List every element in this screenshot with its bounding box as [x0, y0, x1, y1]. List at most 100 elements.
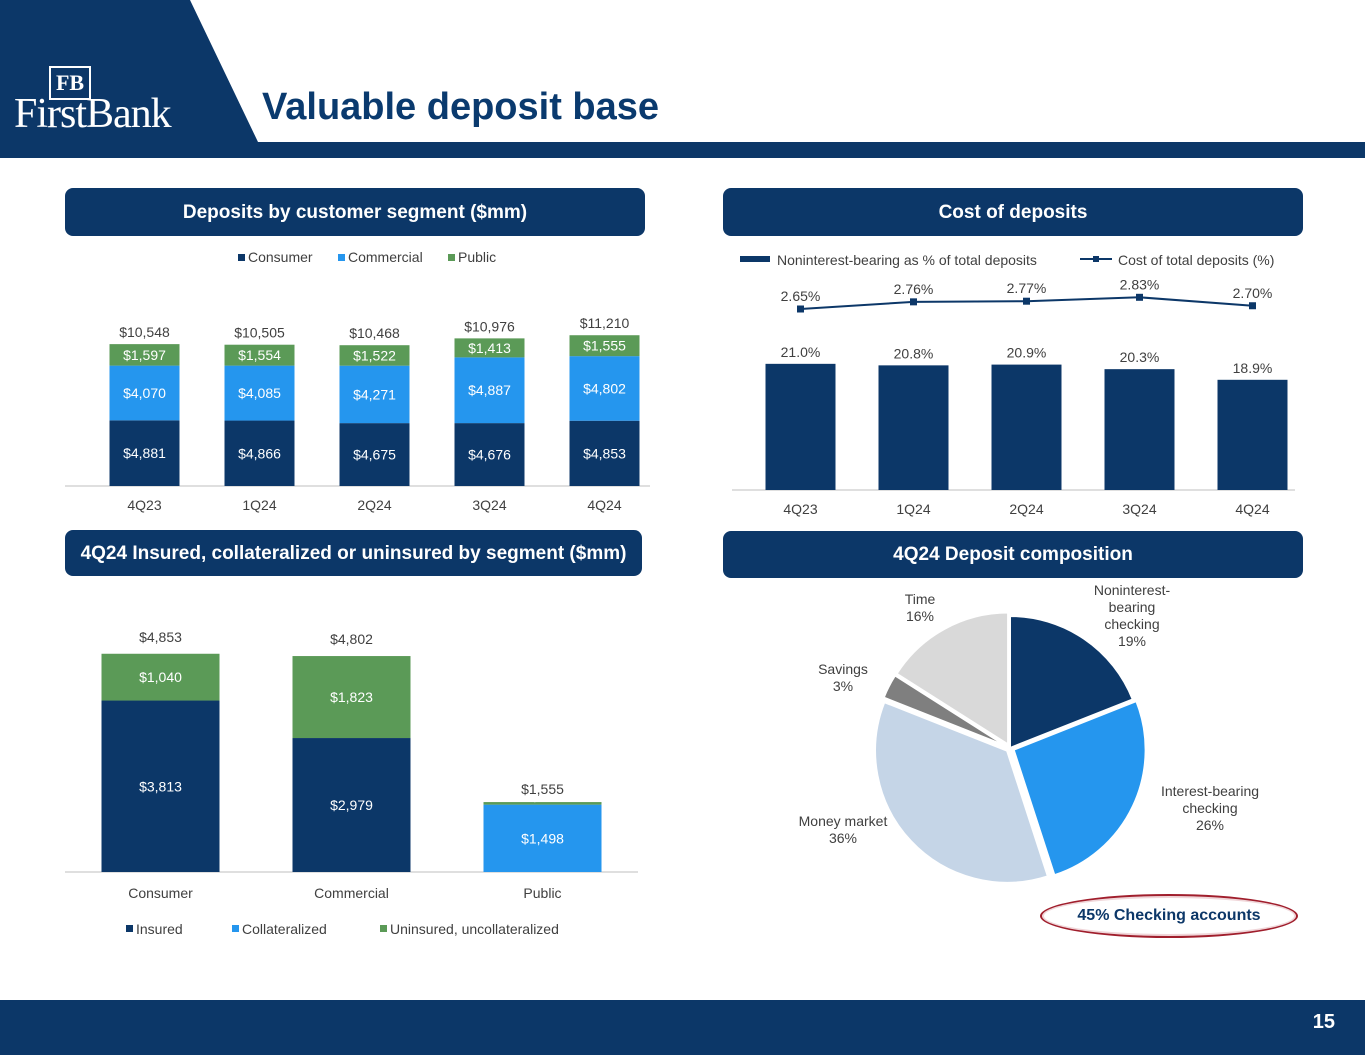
bar-collateralized-public — [483, 804, 602, 872]
pie-label-savings-1: 3% — [833, 678, 853, 694]
total-label-1Q24: $10,505 — [234, 325, 285, 341]
legend-swatch-consumer — [238, 254, 245, 261]
page-number: 15 — [1312, 1011, 1335, 1033]
data-label-insured-consumer: $3,813 — [139, 778, 182, 794]
cost-marker-4Q23 — [797, 305, 804, 313]
legend-swatch-commercial — [338, 254, 345, 261]
pie-label-money-market-0: Money market — [799, 813, 888, 829]
x-tick-consumer: Consumer — [128, 885, 193, 901]
legend-label-public: Public — [458, 249, 496, 265]
section-header-segment: Deposits by customer segment ($mm) — [65, 188, 645, 236]
bar-uninsured-consumer — [101, 653, 220, 701]
data-label-consumer-4Q24: $4,853 — [583, 445, 626, 461]
total-label-commercial: $4,802 — [330, 631, 373, 647]
pie-label-interest-bearing-checking-2: 26% — [1196, 817, 1224, 833]
bar-consumer-4Q24 — [569, 420, 640, 486]
section-header-cost: Cost of deposits — [723, 188, 1303, 236]
page-title: Valuable deposit base — [262, 86, 660, 128]
data-label-uninsured-public: $57 — [531, 788, 555, 804]
data-label-public-4Q24: $1,555 — [583, 338, 626, 354]
legend-label-consumer: Consumer — [248, 249, 313, 265]
footer-band — [0, 1000, 1365, 1055]
logo-mark: FB — [49, 66, 91, 100]
legend-swatch-collateralized — [232, 925, 239, 932]
x-tick-4Q23: 4Q23 — [127, 497, 161, 513]
bar-noninterest-4Q23 — [765, 363, 836, 490]
x-tick-2Q24: 2Q24 — [1009, 501, 1043, 517]
legend-swatch-insured — [126, 925, 133, 932]
data-label-public-3Q24: $1,413 — [468, 340, 511, 356]
bar-commercial-2Q24 — [339, 365, 410, 424]
bar-public-4Q24 — [569, 335, 640, 357]
pie-label-time-1: 16% — [906, 608, 934, 624]
cost-label-3Q24: 2.83% — [1120, 276, 1160, 292]
pie-label-noninterest-bearing-checking-0: Noninterest- — [1094, 582, 1171, 598]
data-label-consumer-2Q24: $4,675 — [353, 447, 396, 463]
bar-commercial-4Q23 — [109, 365, 180, 421]
x-tick-4Q24: 4Q24 — [587, 497, 621, 513]
data-label-public-1Q24: $1,554 — [238, 347, 281, 363]
legend-label-insured: Insured — [136, 921, 183, 937]
bar-uninsured-public — [483, 802, 602, 805]
cost-of-deposits-chart: Noninterest-bearing as % of total deposi… — [732, 252, 1295, 517]
x-tick-4Q23: 4Q23 — [783, 501, 817, 517]
pie-label-interest-bearing-checking-1: checking — [1182, 800, 1237, 816]
logo: FB FirstBank — [14, 62, 214, 142]
header-band — [0, 0, 1365, 158]
bar-label-3Q24: 20.3% — [1120, 349, 1160, 365]
bar-commercial-3Q24 — [454, 357, 525, 424]
legend-label-collateralized: Collateralized — [242, 921, 327, 937]
cost-label-2Q24: 2.77% — [1007, 280, 1047, 296]
bar-noninterest-2Q24 — [991, 364, 1062, 490]
data-label-consumer-3Q24: $4,676 — [468, 447, 511, 463]
x-tick-commercial: Commercial — [314, 885, 389, 901]
x-tick-3Q24: 3Q24 — [472, 497, 506, 513]
cost-marker-1Q24 — [910, 298, 917, 306]
x-tick-public: Public — [523, 885, 561, 901]
pie-slice-time — [895, 611, 1010, 747]
bar-uninsured-commercial — [292, 656, 411, 739]
cost-marker-4Q24 — [1249, 302, 1256, 310]
section-header-insured: 4Q24 Insured, collateralized or uninsure… — [65, 530, 642, 576]
bar-insured-consumer — [101, 700, 220, 872]
total-label-3Q24: $10,976 — [464, 318, 515, 334]
bar-public-1Q24 — [224, 344, 295, 366]
x-tick-1Q24: 1Q24 — [242, 497, 276, 513]
legend-label-uninsured: Uninsured, uncollateralized — [390, 921, 559, 937]
legend-label-cost: Cost of total deposits (%) — [1118, 252, 1274, 268]
data-label-insured-commercial: $2,979 — [330, 797, 373, 813]
bar-label-4Q24: 18.9% — [1233, 360, 1273, 376]
pie-slice-money-market — [874, 700, 1050, 884]
pie-label-noninterest-bearing-checking-2: checking — [1104, 616, 1159, 632]
bar-consumer-1Q24 — [224, 420, 295, 486]
data-label-commercial-1Q24: $4,085 — [238, 385, 281, 401]
bar-noninterest-1Q24 — [878, 365, 949, 490]
pie-label-noninterest-bearing-checking-1: bearing — [1109, 599, 1156, 615]
data-label-commercial-4Q23: $4,070 — [123, 385, 166, 401]
bar-commercial-4Q24 — [569, 356, 640, 421]
data-label-collateralized-public: $1,498 — [521, 830, 564, 846]
total-label-4Q23: $10,548 — [119, 324, 170, 340]
data-label-consumer-4Q23: $4,881 — [123, 445, 166, 461]
deposits-by-segment-chart: Consumer Commercial Public $4,881 $4,070 $1,5… — [65, 249, 650, 513]
bar-consumer-2Q24 — [339, 423, 410, 486]
x-tick-2Q24: 2Q24 — [357, 497, 391, 513]
bar-public-4Q23 — [109, 344, 180, 366]
total-label-2Q24: $10,468 — [349, 325, 400, 341]
data-label-uninsured-commercial: $1,823 — [330, 689, 373, 705]
legend-swatch-noninterest — [740, 256, 770, 262]
x-tick-1Q24: 1Q24 — [896, 501, 930, 517]
pie-slice-interest-bearing-checking — [1012, 699, 1147, 877]
total-label-public: $1,555 — [521, 781, 564, 797]
total-label-4Q24: $11,210 — [580, 315, 630, 331]
bar-insured-commercial — [292, 738, 411, 872]
legend-swatch-uninsured — [380, 925, 387, 932]
bar-label-1Q24: 20.8% — [894, 345, 934, 361]
data-label-commercial-4Q24: $4,802 — [583, 380, 626, 396]
legend-label-commercial: Commercial — [348, 249, 423, 265]
bar-consumer-3Q24 — [454, 423, 525, 486]
bar-commercial-1Q24 — [224, 365, 295, 421]
cost-marker-2Q24 — [1023, 297, 1030, 305]
bar-noninterest-4Q24 — [1217, 379, 1288, 490]
cost-marker-3Q24 — [1136, 293, 1143, 301]
